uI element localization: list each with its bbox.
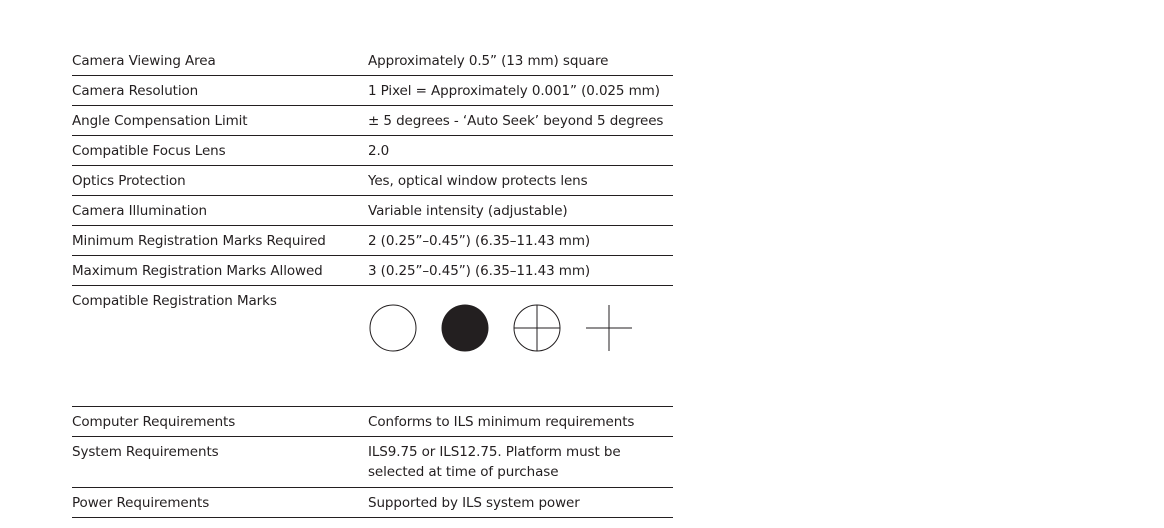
spec-row-compatible-focus-lens: Compatible Focus Lens 2.0 — [72, 136, 673, 166]
spec-row-computer-requirements: Computer Requirements Conforms to ILS mi… — [72, 407, 673, 437]
spec-value: Yes, optical window protects lens — [368, 173, 588, 189]
spec-value: ± 5 degrees - ‘Auto Seek’ beyond 5 degre… — [368, 113, 664, 129]
crosshair-circle-icon — [513, 304, 561, 352]
spec-row-optics-protection: Optics Protection Yes, optical window pr… — [72, 166, 673, 196]
spec-row-camera-illumination: Camera Illumination Variable intensity (… — [72, 196, 673, 226]
spec-value: 3 (0.25”–0.45”) (6.35–11.43 mm) — [368, 263, 591, 279]
spec-label: Computer Requirements — [72, 414, 236, 430]
filled-circle-icon — [441, 304, 489, 352]
spec-row-system-requirements: System Requirements ILS9.75 or ILS12.75.… — [72, 437, 673, 488]
spec-label: Compatible Registration Marks — [72, 293, 277, 309]
spec-value: Approximately 0.5” (13 mm) square — [368, 53, 609, 69]
open-circle-icon — [369, 304, 417, 352]
spec-value: Supported by ILS system power — [368, 495, 580, 511]
spec-row-camera-viewing-area: Camera Viewing Area Approximately 0.5” (… — [72, 46, 673, 76]
registration-marks — [368, 303, 673, 353]
spec-label: Optics Protection — [72, 173, 186, 189]
spec-row-max-registration-marks: Maximum Registration Marks Allowed 3 (0.… — [72, 256, 673, 286]
spec-label: System Requirements — [72, 444, 219, 460]
spec-label: Camera Resolution — [72, 83, 199, 99]
spec-label: Maximum Registration Marks Allowed — [72, 263, 323, 279]
spec-value: 2 (0.25”–0.45”) (6.35–11.43 mm) — [368, 233, 591, 249]
spec-value: 2.0 — [368, 143, 390, 159]
spec-row-compatible-registration-marks: Compatible Registration Marks — [72, 286, 673, 407]
spec-value: ILS9.75 or ILS12.75. Platform must be se… — [368, 444, 621, 480]
spec-label: Compatible Focus Lens — [72, 143, 226, 159]
spec-label: Camera Viewing Area — [72, 53, 216, 69]
spec-label: Camera Illumination — [72, 203, 207, 219]
spec-label: Angle Compensation Limit — [72, 113, 248, 129]
spec-row-angle-compensation-limit: Angle Compensation Limit ± 5 degrees - ‘… — [72, 106, 673, 136]
spec-label: Power Requirements — [72, 495, 210, 511]
spec-label: Minimum Registration Marks Required — [72, 233, 326, 249]
registration-marks-cell — [368, 286, 673, 406]
spec-value: Conforms to ILS minimum requirements — [368, 414, 635, 430]
spec-row-power-requirements: Power Requirements Supported by ILS syst… — [72, 488, 673, 518]
spec-row-camera-resolution: Camera Resolution 1 Pixel = Approximatel… — [72, 76, 673, 106]
spec-value: Variable intensity (adjustable) — [368, 203, 568, 219]
spec-row-min-registration-marks: Minimum Registration Marks Required 2 (0… — [72, 226, 673, 256]
crosshair-icon — [586, 305, 632, 351]
spec-value: 1 Pixel = Approximately 0.001” (0.025 mm… — [368, 83, 660, 99]
spec-table: Camera Viewing Area Approximately 0.5” (… — [72, 46, 673, 518]
